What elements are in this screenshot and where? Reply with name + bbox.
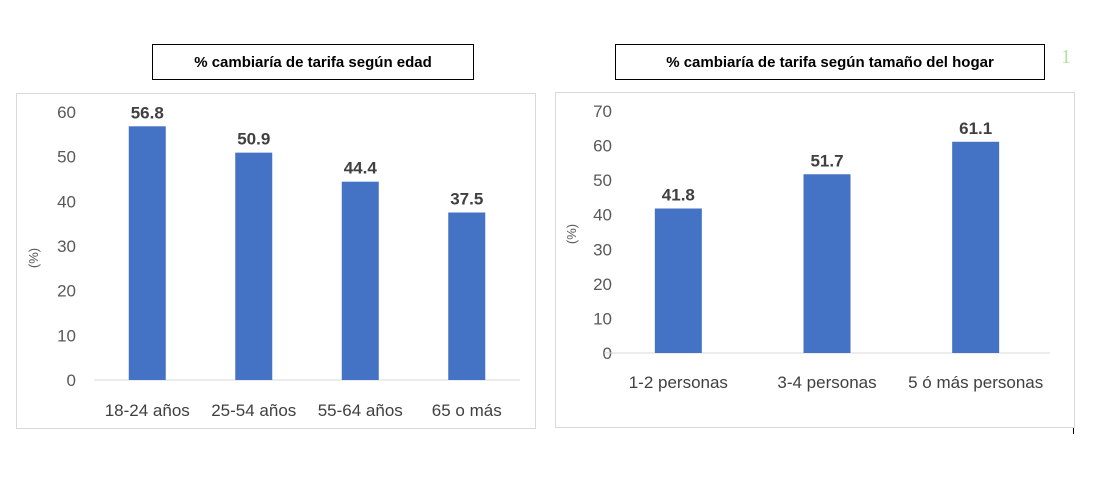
chart-1-category-label: 55-64 años	[318, 401, 403, 420]
chart-2-ytick: 10	[593, 309, 612, 328]
chart-2-category-label: 1-2 personas	[629, 373, 728, 392]
chart-1-ytick: 0	[67, 371, 76, 390]
chart-1-bar	[235, 152, 273, 380]
chart-1-category-label: 65 o más	[432, 401, 502, 420]
chart-2-ytick: 20	[593, 275, 612, 294]
chart-1-ytick: 60	[57, 103, 76, 122]
chart-2-title: % cambiaría de tarifa según tamaño del h…	[615, 44, 1045, 80]
chart-2-ytick: 30	[593, 240, 612, 259]
chart-1-y-axis-label: (%)	[26, 248, 41, 268]
chart-2-category-label: 5 ó más personas	[908, 373, 1043, 392]
chart-1-bar	[448, 212, 486, 380]
chart-1-data-label: 50.9	[237, 130, 270, 149]
chart-2-ytick: 60	[593, 137, 612, 156]
chart-1-data-label: 37.5	[450, 190, 483, 209]
chart-2-data-label: 61.1	[959, 119, 992, 138]
chart-1-data-label: 56.8	[131, 103, 164, 122]
chart-2-data-label: 51.7	[810, 151, 843, 170]
chart-1-category-label: 18-24 años	[105, 401, 190, 420]
chart-2-ytick: 40	[593, 206, 612, 225]
chart-2-bar	[803, 174, 851, 353]
chart-2-bar	[952, 141, 1000, 353]
page-number: 1	[1061, 46, 1071, 68]
chart-2-frame	[555, 92, 1075, 428]
chart-1-ytick: 50	[57, 148, 76, 167]
edge-mark	[1073, 428, 1074, 434]
chart-1-ytick: 40	[57, 192, 76, 211]
chart-1-data-label: 44.4	[344, 159, 378, 178]
chart-1-category-label: 25-54 años	[211, 401, 296, 420]
chart-2-data-label: 41.8	[662, 185, 695, 204]
chart-1-ytick: 10	[57, 326, 76, 345]
chart-1-frame	[16, 93, 536, 429]
chart-1-bar	[341, 181, 379, 380]
chart-1-bar	[128, 126, 166, 380]
chart-2-y-axis-label: (%)	[564, 224, 579, 244]
chart-2-category-label: 3-4 personas	[777, 373, 876, 392]
chart-1-ytick: 20	[57, 282, 76, 301]
chart-1-title: % cambiaría de tarifa según edad	[152, 44, 474, 80]
chart-2-bar	[654, 208, 702, 353]
chart-2-ytick: 70	[593, 102, 612, 121]
chart-1-ytick: 30	[57, 237, 76, 256]
chart-2-ytick: 50	[593, 171, 612, 190]
